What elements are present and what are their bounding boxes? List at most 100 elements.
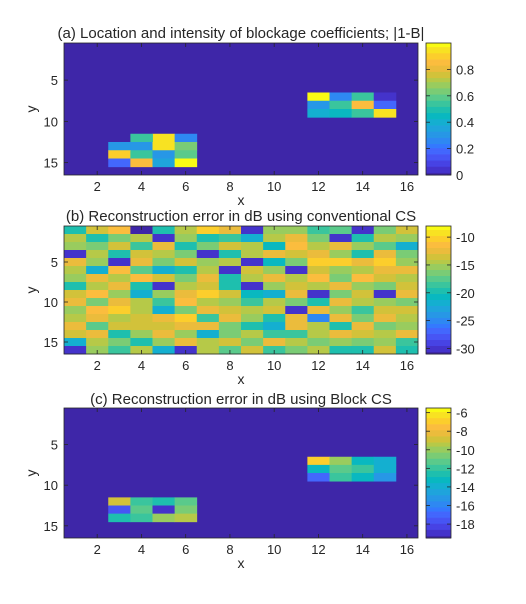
heatmap-cell <box>108 330 131 339</box>
heatmap-cell <box>329 314 353 323</box>
colorbar-segment <box>426 106 451 110</box>
heatmap-cell <box>108 250 131 259</box>
heatmap-cell <box>263 298 286 307</box>
colorbar-segment <box>426 117 451 120</box>
colorbar-segment <box>426 248 451 251</box>
heatmap-cell <box>86 298 109 307</box>
heatmap-cell <box>307 274 330 283</box>
colorbar-segment <box>426 104 451 108</box>
colorbar-segment <box>426 228 451 231</box>
heatmap-cell <box>285 346 308 355</box>
heatmap-cell <box>351 464 375 474</box>
heatmap-cell <box>307 330 330 339</box>
colorbar-segment <box>426 519 451 523</box>
colorbar-segment <box>426 129 451 133</box>
heatmap-cell <box>152 513 176 523</box>
heatmap-cell <box>351 274 375 283</box>
heatmap-cell <box>351 109 375 118</box>
colorbar-segment <box>426 481 451 484</box>
colorbar-segment <box>426 450 451 454</box>
heatmap-cell <box>263 306 286 315</box>
heatmap-cell <box>395 258 419 267</box>
plot-frame <box>63 42 419 176</box>
heatmap-cell <box>307 242 330 251</box>
heatmap-cell <box>307 266 330 275</box>
heatmap-cell <box>285 338 308 347</box>
colorbar-segment <box>426 533 451 537</box>
x-tick-label: 2 <box>94 179 101 194</box>
x-tick-label: 16 <box>400 179 414 194</box>
colorbar-segment <box>426 322 451 325</box>
colorbar-segment <box>426 69 451 73</box>
y-tick-label: 5 <box>51 255 58 270</box>
heatmap-cell <box>196 314 220 323</box>
colorbar-segment <box>426 475 451 478</box>
heatmap-cell <box>285 226 308 235</box>
heatmap-cell <box>241 234 264 243</box>
colorbar-tick-label: -16 <box>456 499 475 514</box>
heatmap-cell <box>395 314 419 323</box>
heatmap-cell <box>174 234 198 243</box>
heatmap-cell <box>196 306 220 315</box>
heatmap-cell <box>130 250 153 259</box>
heatmap-cell <box>174 314 198 323</box>
heatmap-cell <box>285 250 308 259</box>
colorbar-segment <box>426 226 451 229</box>
heatmap-cell <box>241 274 264 283</box>
heatmap-cell <box>329 92 353 102</box>
heatmap-cell <box>373 266 397 275</box>
heatmap-cell <box>218 242 242 251</box>
heatmap-cell <box>395 242 419 251</box>
colorbar-segment <box>426 78 451 81</box>
x-tick-label: 8 <box>226 358 233 373</box>
x-tick-label: 8 <box>226 179 233 194</box>
colorbar-segment <box>426 454 451 458</box>
heatmap-cell <box>351 266 375 275</box>
heatmap-cell <box>108 346 131 355</box>
heatmap-cell <box>130 150 153 159</box>
heatmap-cell <box>108 266 131 275</box>
heatmap-cell <box>64 314 87 323</box>
colorbar-segment <box>426 438 451 441</box>
colorbar-segment <box>426 144 451 147</box>
heatmap-cell <box>218 314 242 323</box>
heatmap-cell <box>108 290 131 299</box>
heatmap-cell <box>64 226 87 235</box>
y-tick-label: 10 <box>44 114 58 129</box>
heatmap-cell <box>285 322 308 331</box>
colorbar-segment <box>426 53 451 56</box>
colorbar-segment <box>426 332 451 335</box>
colorbar-segment <box>426 146 451 149</box>
heatmap-cell <box>64 306 87 315</box>
heatmap-cell <box>130 314 153 323</box>
heatmap-cell <box>351 298 375 307</box>
heatmap-cell <box>395 322 419 331</box>
heatmap-cell <box>241 226 264 235</box>
colorbar-frame <box>425 407 452 539</box>
heatmap-cell <box>241 298 264 307</box>
heatmap-cell <box>196 266 220 275</box>
heatmap-cell <box>174 133 198 143</box>
colorbar-segment <box>426 523 451 527</box>
heatmap-cell <box>307 298 330 307</box>
heatmap-cell <box>329 330 353 339</box>
x-tick-label: 2 <box>94 358 101 373</box>
colorbar-segment <box>426 92 451 96</box>
heatmap-cell <box>329 109 353 118</box>
heatmap-cell <box>307 109 330 118</box>
heatmap-cell <box>329 274 353 283</box>
colorbar-segment <box>426 497 451 500</box>
heatmap-cell <box>218 298 242 307</box>
heatmap-cell <box>130 142 153 151</box>
heatmap-cell <box>130 290 153 299</box>
heatmap-cell <box>218 282 242 291</box>
heatmap-cell <box>241 346 264 355</box>
colorbar-segment <box>426 266 451 269</box>
colorbar-frame <box>425 42 452 176</box>
heatmap-cell <box>152 290 176 299</box>
heatmap-cell <box>329 298 353 307</box>
colorbar-segment <box>426 487 451 490</box>
colorbar-segment <box>426 436 451 439</box>
y-axis-label: y <box>23 470 39 477</box>
colorbar-segment <box>426 76 451 79</box>
